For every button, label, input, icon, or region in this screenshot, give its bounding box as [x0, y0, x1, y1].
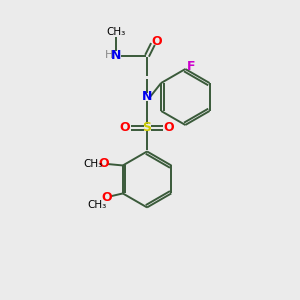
Text: CH₃: CH₃ [83, 159, 102, 169]
Text: F: F [186, 60, 195, 73]
Text: O: O [120, 122, 130, 134]
Text: O: O [164, 122, 175, 134]
Text: O: O [98, 158, 109, 170]
Text: N: N [111, 49, 121, 62]
Text: S: S [142, 122, 152, 134]
Text: N: N [142, 91, 152, 103]
Text: CH₃: CH₃ [87, 200, 106, 210]
Text: CH₃: CH₃ [106, 27, 126, 37]
Text: O: O [101, 191, 112, 204]
Text: O: O [151, 34, 162, 48]
Text: H: H [105, 50, 113, 60]
